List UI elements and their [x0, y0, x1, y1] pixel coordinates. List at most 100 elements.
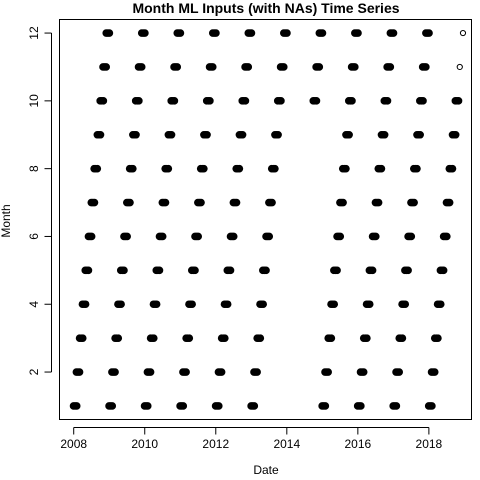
data-point	[356, 368, 368, 376]
data-point	[259, 266, 270, 275]
data-point	[229, 198, 241, 207]
y-tick-label: 4	[27, 301, 41, 308]
data-point	[342, 130, 353, 139]
data-point	[155, 232, 167, 241]
data-point	[271, 130, 282, 139]
data-point	[152, 266, 164, 275]
y-tick-label: 12	[27, 26, 41, 40]
data-point	[108, 368, 119, 376]
x-tick-label: 2014	[273, 437, 300, 451]
data-point	[445, 164, 457, 173]
x-tick-label: 2008	[60, 437, 87, 451]
data-point	[256, 300, 267, 309]
data-point	[191, 232, 202, 241]
data-point	[336, 198, 347, 207]
data-point	[140, 402, 152, 410]
data-point	[247, 402, 259, 410]
x-tick-label: 2016	[344, 437, 371, 451]
data-point	[338, 164, 350, 173]
data-point	[173, 29, 185, 37]
data-point	[330, 266, 341, 275]
data-point	[93, 130, 105, 139]
data-point	[422, 29, 433, 37]
data-point	[90, 164, 102, 173]
data-point	[448, 130, 460, 139]
data-point	[267, 164, 279, 173]
data-point	[262, 232, 274, 241]
data-point	[436, 266, 448, 275]
y-axis-label: Month	[0, 204, 13, 237]
data-point	[217, 334, 229, 342]
data-point	[185, 300, 196, 309]
data-point	[102, 29, 114, 37]
data-point	[324, 334, 336, 342]
data-point	[351, 29, 362, 37]
data-point	[167, 97, 179, 105]
data-point	[315, 29, 327, 37]
x-tick-label: 2018	[416, 437, 443, 451]
data-point	[442, 198, 454, 207]
data-point	[125, 164, 137, 173]
data-point	[377, 130, 389, 139]
data-point	[137, 29, 149, 37]
data-point	[407, 198, 418, 207]
data-point	[244, 29, 256, 37]
data-point	[347, 63, 359, 71]
data-point	[96, 97, 108, 105]
data-point	[182, 334, 194, 342]
y-tick-label: 10	[27, 94, 41, 108]
data-point	[371, 198, 383, 207]
y-axis: 2 4 6 8 10 12	[27, 26, 52, 375]
data-point	[327, 300, 339, 309]
data-point	[72, 368, 84, 376]
data-point	[114, 300, 125, 309]
data-point	[451, 97, 463, 105]
data-point	[84, 232, 96, 241]
data-point	[208, 29, 220, 37]
data-point	[81, 266, 93, 275]
data-point	[427, 368, 439, 376]
x-axis-label: Date	[253, 463, 279, 477]
data-point	[146, 334, 158, 342]
data-point	[456, 63, 463, 71]
data-point	[383, 63, 395, 71]
data-point	[416, 97, 427, 105]
data-point	[116, 266, 128, 275]
y-tick-label: 2	[27, 368, 41, 375]
data-point	[131, 97, 143, 105]
data-point	[99, 63, 111, 71]
data-point	[158, 198, 170, 207]
data-point	[309, 97, 321, 105]
data-point	[321, 368, 332, 376]
x-axis: 2008 2010 2012 2014 2016 2018	[60, 427, 443, 451]
data-point	[409, 164, 421, 173]
data-point	[211, 402, 223, 410]
x-tick-label: 2012	[202, 437, 229, 451]
data-point	[279, 29, 291, 37]
data-point	[273, 97, 285, 105]
data-point	[253, 334, 265, 342]
data-point	[164, 130, 176, 139]
data-point	[389, 402, 401, 410]
data-point	[404, 232, 416, 241]
data-point	[161, 164, 173, 173]
data-point	[205, 63, 217, 71]
data-point	[176, 402, 188, 410]
data-point	[214, 368, 226, 376]
data-point	[318, 402, 330, 410]
x-tick-label: 2010	[131, 437, 158, 451]
data-point	[430, 334, 442, 342]
data-point	[362, 300, 374, 309]
data-point	[380, 97, 392, 105]
plot-frame	[59, 19, 472, 420]
data-point	[105, 402, 117, 410]
data-point	[143, 368, 155, 376]
data-point	[392, 368, 404, 376]
data-point	[194, 198, 205, 207]
data-point	[241, 63, 253, 71]
data-point	[220, 300, 232, 309]
data-point	[69, 402, 81, 410]
data-point	[149, 300, 161, 309]
y-tick-label: 6	[27, 233, 41, 240]
